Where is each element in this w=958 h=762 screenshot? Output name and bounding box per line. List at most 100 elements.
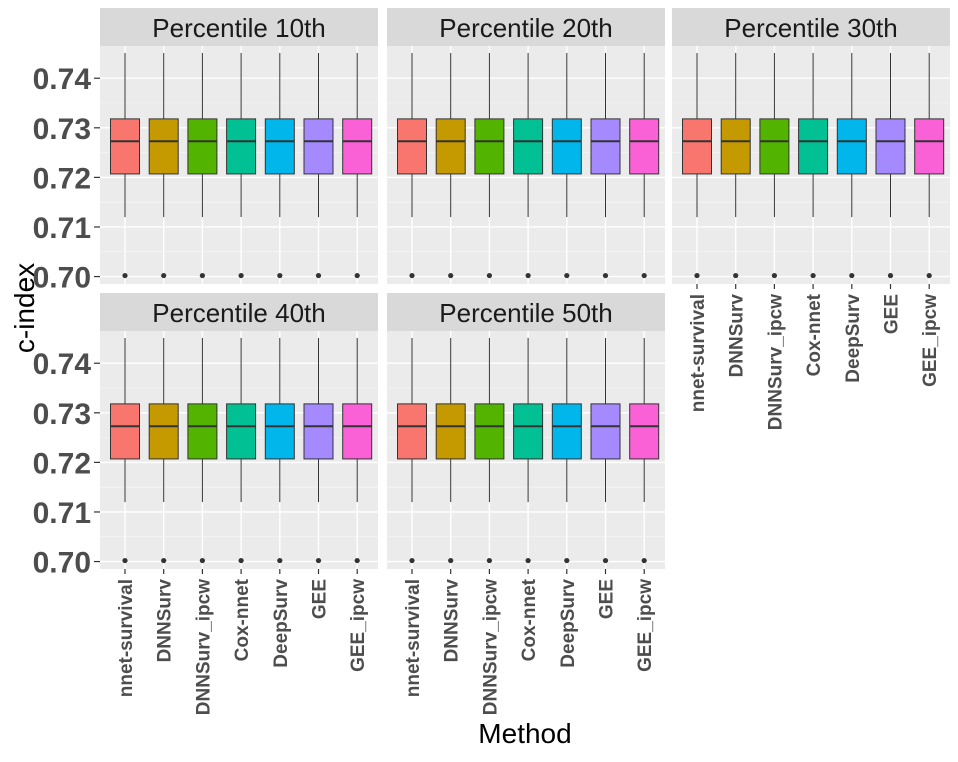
- x-tick-label: DNNSurv: [442, 579, 463, 663]
- box-gee-ipcw: [629, 52, 660, 279]
- y-tick-label: 0.73: [33, 398, 91, 431]
- box-iqr: [435, 118, 466, 175]
- box-deepsurv: [264, 52, 295, 279]
- box-dnnsurv-ipcw: [474, 52, 505, 279]
- box-iqr: [226, 118, 257, 175]
- box-nnet-survival: [110, 337, 140, 564]
- outlier-point: [564, 272, 570, 279]
- box-dnnsurv: [148, 337, 179, 564]
- x-tick-label: DNNSurv_ipcw: [193, 579, 214, 715]
- box-iqr: [264, 403, 295, 460]
- x-tick-label: DeepSurv: [271, 579, 292, 668]
- box-dnnsurv-ipcw: [187, 337, 218, 564]
- box-iqr: [590, 118, 621, 175]
- box-iqr: [629, 403, 660, 460]
- box-iqr: [303, 118, 334, 175]
- y-tick-label: 0.74: [33, 348, 92, 381]
- y-tick-label: 0.72: [33, 447, 91, 480]
- outlier-point: [122, 272, 128, 279]
- x-tick-label: DNNSurv: [727, 294, 748, 378]
- box-deepsurv: [551, 337, 582, 564]
- box-iqr: [110, 118, 140, 175]
- facet-panel: Percentile 20th: [387, 8, 665, 284]
- box-iqr: [264, 118, 295, 175]
- x-tick-label: DNNSurv_ipcw: [765, 294, 786, 430]
- box-gee: [590, 337, 621, 564]
- box-iqr: [110, 403, 140, 460]
- box-dnnsurv-ipcw: [759, 52, 790, 279]
- outlier-point: [564, 557, 570, 564]
- facet-strip: [100, 293, 378, 331]
- outlier-point: [694, 272, 700, 279]
- box-gee-ipcw: [342, 52, 373, 279]
- x-tick-label: GEE_ipcw: [920, 294, 941, 387]
- facet-strip-label: Percentile 20th: [439, 13, 612, 43]
- box-cox-nnet: [226, 337, 257, 564]
- outlier-point: [315, 272, 322, 279]
- box-iqr: [590, 403, 621, 460]
- outlier-point: [161, 272, 167, 279]
- box-deepsurv: [264, 337, 295, 564]
- outlier-point: [448, 272, 454, 279]
- outlier-point: [354, 557, 360, 564]
- box-cox-nnet: [798, 52, 829, 279]
- x-tick-label: GEE: [597, 579, 618, 619]
- facet-strip-label: Percentile 50th: [439, 298, 612, 328]
- x-tick-label: GEE_ipcw: [635, 579, 656, 672]
- outlier-point: [771, 272, 778, 279]
- box-gee: [303, 337, 334, 564]
- box-iqr: [914, 118, 945, 175]
- facet-panel: Percentile 50th: [387, 293, 665, 569]
- y-tick-label: 0.72: [33, 162, 91, 195]
- x-axis-title: Method: [478, 718, 571, 749]
- x-tick-label: nnet-survival: [403, 579, 424, 697]
- box-iqr: [148, 403, 179, 460]
- y-tick-label: 0.71: [33, 497, 91, 530]
- box-dnnsurv: [435, 52, 466, 279]
- x-tick-label: nnet-survival: [116, 579, 137, 697]
- box-iqr: [720, 118, 751, 175]
- y-tick-label: 0.70: [33, 547, 91, 580]
- box-gee-ipcw: [629, 337, 660, 564]
- outlier-point: [887, 272, 894, 279]
- box-iqr: [875, 118, 906, 175]
- outlier-point: [122, 557, 128, 564]
- outlier-point: [525, 272, 531, 279]
- x-tick-label: GEE_ipcw: [348, 579, 369, 672]
- box-iqr: [551, 118, 582, 175]
- outlier-point: [448, 557, 454, 564]
- outlier-point: [277, 272, 283, 279]
- box-dnnsurv-ipcw: [474, 337, 505, 564]
- y-tick-label: 0.73: [33, 113, 91, 146]
- facet-strip-label: Percentile 10th: [152, 13, 325, 43]
- outlier-point: [409, 557, 415, 564]
- outlier-point: [199, 557, 205, 564]
- box-iqr: [759, 118, 790, 175]
- x-tick-label: nnet-survival: [688, 294, 709, 412]
- box-iqr: [513, 403, 544, 460]
- outlier-point: [849, 272, 855, 279]
- facet-strip: [387, 8, 665, 46]
- box-dnnsurv: [720, 52, 751, 279]
- box-iqr: [226, 403, 257, 460]
- outlier-point: [926, 272, 932, 279]
- outlier-point: [238, 557, 244, 564]
- x-tick-label: Cox-nnet: [804, 293, 825, 376]
- box-iqr: [629, 118, 660, 175]
- facet-strip: [672, 8, 950, 46]
- box-iqr: [513, 118, 544, 175]
- box-dnnsurv-ipcw: [187, 52, 218, 279]
- x-tick-label: GEE: [882, 294, 903, 334]
- box-gee: [303, 52, 334, 279]
- x-tick-label: DeepSurv: [558, 579, 579, 668]
- box-iqr: [551, 403, 582, 460]
- box-iqr: [148, 118, 179, 175]
- box-dnnsurv: [435, 337, 466, 564]
- outlier-point: [277, 557, 283, 564]
- x-tick-label: Cox-nnet: [519, 578, 540, 661]
- y-tick-label: 0.71: [33, 212, 91, 245]
- outlier-point: [733, 272, 739, 279]
- outlier-point: [409, 272, 415, 279]
- x-tick-label: GEE: [310, 579, 331, 619]
